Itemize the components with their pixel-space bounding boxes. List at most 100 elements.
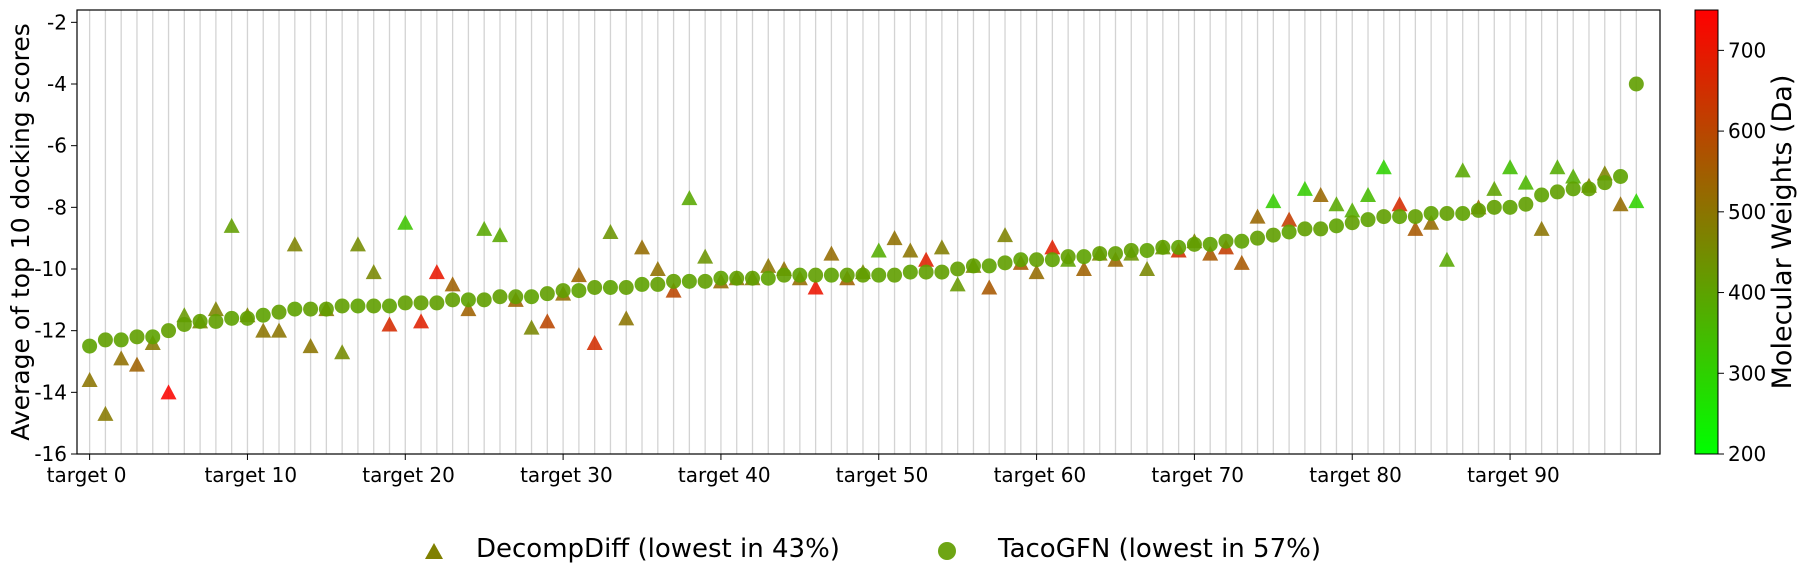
tacogfn-point — [1265, 227, 1281, 243]
decompdiff-point — [491, 227, 508, 243]
tacogfn-point — [366, 298, 382, 314]
decompdiff-point — [476, 220, 493, 236]
legend-tacogfn-marker — [938, 542, 956, 560]
tacogfn-point — [1107, 246, 1123, 262]
y-tick-label: -2 — [47, 10, 67, 34]
y-tick-label: -14 — [34, 380, 67, 404]
decompdiff-point — [933, 239, 950, 255]
tacogfn-point — [1044, 252, 1060, 268]
tacogfn-point — [1534, 187, 1550, 203]
tacogfn-point — [460, 292, 476, 308]
decompdiff-point — [1312, 187, 1329, 202]
legend-decompdiff-marker — [425, 543, 443, 559]
decompdiff-point — [918, 251, 935, 267]
tacogfn-point — [1376, 209, 1392, 225]
colorbar-tick-label: 600 — [1728, 119, 1766, 143]
decompdiff-point — [949, 276, 966, 292]
tacogfn-point — [934, 264, 950, 280]
decompdiff-point — [1075, 261, 1092, 276]
decompdiff-point — [97, 405, 114, 421]
tacogfn-point — [808, 267, 824, 283]
decompdiff-point — [1502, 159, 1519, 175]
decompdiff-point — [1438, 251, 1455, 267]
decompdiff-point — [523, 319, 540, 335]
tacogfn-point — [1171, 239, 1187, 255]
colorbar-tick-label: 500 — [1728, 200, 1766, 224]
decompdiff-point — [902, 242, 919, 258]
decompdiff-point — [807, 279, 824, 295]
tacogfn-point — [729, 270, 745, 286]
tacogfn-point — [539, 286, 555, 302]
legend-tacogfn-label: TacoGFN (lowest in 57%) — [997, 534, 1321, 564]
tacogfn-point — [1597, 175, 1613, 191]
axes: -16 -14 -12 -10 -8 -6 -4 -2 target 0 target 10 tar… — [34, 10, 1559, 487]
tacogfn-point — [871, 267, 887, 283]
tacogfn-point — [760, 270, 776, 286]
decompdiff-point — [649, 261, 666, 276]
decompdiff-point — [271, 322, 288, 338]
tacogfn-point — [208, 313, 224, 329]
decompdiff-point — [1628, 193, 1645, 209]
tacogfn-point — [1628, 76, 1644, 92]
tacogfn-point — [492, 289, 508, 305]
tacogfn-point — [776, 267, 792, 283]
colorbar-ticks: 200 300 400 500 600 700 — [1718, 38, 1766, 466]
tacogfn-point — [634, 276, 650, 292]
tacogfn-point — [113, 332, 129, 348]
decompdiff-point — [81, 372, 98, 387]
tacogfn-point — [571, 283, 587, 299]
tacogfn-point — [334, 298, 350, 314]
decompdiff-point — [255, 322, 272, 338]
x-tick-label: target 70 — [1151, 463, 1244, 487]
x-tick-label: target 30 — [520, 463, 613, 487]
tacogfn-point — [666, 273, 682, 289]
colorbar-tick-label: 200 — [1728, 442, 1766, 466]
tacogfn-point — [239, 310, 255, 326]
tacogfn-point — [1565, 181, 1581, 197]
tacogfn-point — [965, 258, 981, 274]
tacogfn-point — [1281, 224, 1297, 240]
decompdiff-point — [1249, 208, 1266, 224]
decompdiff-point — [413, 313, 430, 329]
tacogfn-point — [1297, 221, 1313, 237]
decompdiff-point — [1549, 159, 1566, 175]
tacogfn-point — [271, 304, 287, 320]
y-tick-label: -10 — [34, 257, 67, 281]
decompdiff-point — [1454, 162, 1471, 178]
x-tick-label: target 60 — [994, 463, 1087, 487]
tacogfn-point — [1076, 249, 1092, 265]
y-axis-label: Average of top 10 docking scores — [6, 23, 35, 441]
tacogfn-point — [981, 258, 997, 274]
tacogfn-point — [1613, 169, 1629, 184]
decompdiff-point — [1344, 202, 1361, 218]
decompdiff-point — [1328, 196, 1345, 212]
decompdiff-point — [1375, 159, 1392, 175]
decompdiff-point — [1202, 245, 1219, 261]
y-tick-label: -8 — [47, 195, 67, 219]
colorbar-tick-label: 400 — [1728, 281, 1766, 305]
x-tick-label: target 10 — [204, 463, 297, 487]
tacogfn-point — [555, 283, 571, 299]
tacogfn-point — [602, 280, 618, 295]
tacogfn-point — [350, 298, 366, 314]
decompdiff-point — [160, 384, 177, 400]
tacogfn-point — [697, 273, 713, 289]
tacogfn-point — [887, 267, 903, 283]
tacogfn-point — [1013, 252, 1029, 268]
decompdiff-point — [334, 344, 351, 360]
decompdiff-point — [1612, 196, 1629, 212]
colorbar-gradient — [1694, 9, 1719, 455]
colorbar-tick-label: 700 — [1728, 38, 1766, 62]
decompdiff-point — [1486, 180, 1503, 196]
tacogfn-point — [618, 280, 634, 295]
tacogfn-point — [97, 332, 113, 348]
decompdiff-point — [1407, 220, 1424, 236]
colorbar-label: Molecular Weights (Da) — [1767, 75, 1798, 390]
decompdiff-point — [618, 310, 635, 326]
tacogfn-point — [744, 270, 760, 286]
decompdiff-point — [207, 301, 224, 317]
decompdiff-point — [1044, 239, 1061, 255]
decompdiff-point — [1233, 254, 1250, 270]
colorbar-tick-label: 300 — [1728, 361, 1766, 385]
